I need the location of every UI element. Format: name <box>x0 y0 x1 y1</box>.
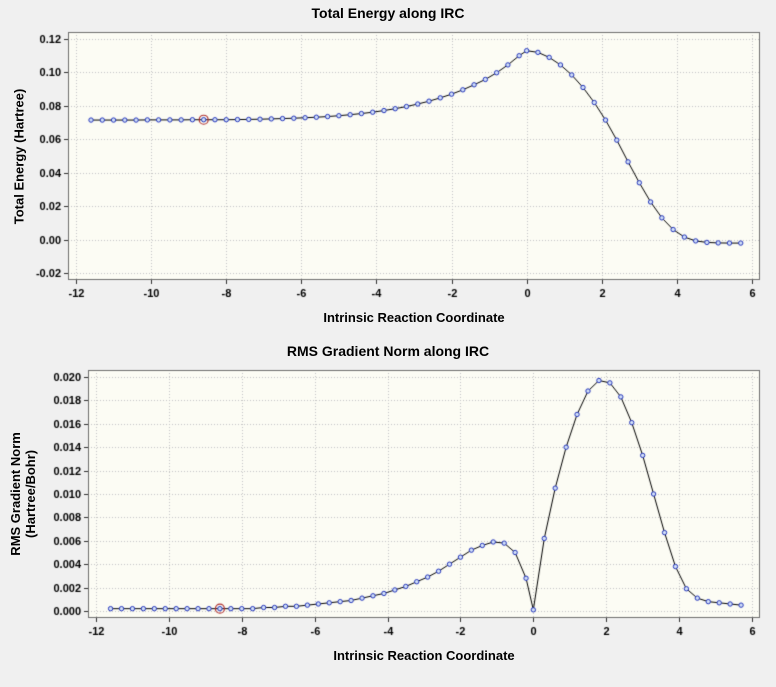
energy-chart-title: Total Energy along IRC <box>311 5 465 21</box>
energy-x-axis-label: Intrinsic Reaction Coordinate <box>323 310 505 325</box>
gradient-chart-panel: RMS Gradient Norm along IRC RMS Gradient… <box>0 338 776 668</box>
gradient-plot-canvas[interactable] <box>0 364 776 646</box>
energy-plot-canvas[interactable] <box>0 26 776 308</box>
energy-chart-panel: Total Energy along IRC Total Energy (Har… <box>0 0 776 330</box>
gradient-x-axis-label: Intrinsic Reaction Coordinate <box>333 648 515 663</box>
gradient-chart-title: RMS Gradient Norm along IRC <box>286 343 490 359</box>
